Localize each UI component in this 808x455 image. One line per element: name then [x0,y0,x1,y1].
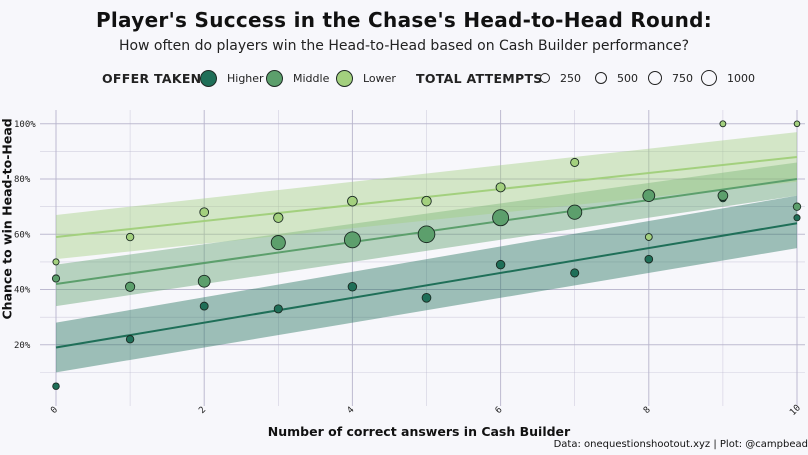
y-tick-label: 20% [14,341,31,351]
middle-point [270,235,286,251]
chart-subtitle: How often do players win the Head-to-Hea… [118,38,690,54]
legend-label-lower: Lower [363,71,396,85]
higher-point [421,292,432,303]
middle-point [51,274,61,283]
chart-title: Player's Success in the Chase's Head-to-… [95,8,713,32]
middle-swatch [266,69,283,87]
y-tick-label: 100% [14,120,36,130]
legend-item-lower: Lower [336,66,396,90]
lower-point [495,182,506,193]
size-legend-500: 500 [595,66,638,90]
lower-point [125,232,135,242]
lower-point [52,258,60,266]
size-label-500: 500 [617,71,638,85]
size-label-750: 750 [672,71,693,85]
x-tick-label: 4 [346,405,357,416]
lower-swatch [336,69,353,87]
size-circle-1000 [701,70,717,86]
higher-point [644,254,654,264]
size-circle-750 [648,71,662,85]
y-tick-label: 80% [14,175,31,185]
size-label-250: 250 [560,71,581,85]
y-axis-label: Chance to win Head-to-Head [0,118,15,320]
middle-point [567,204,583,220]
size-circle-250 [540,73,550,83]
x-tick-label: 6 [494,405,505,416]
higher-point [347,282,358,292]
higher-point [273,304,283,314]
legend-item-middle: Middle [266,66,329,90]
middle-point [343,231,361,249]
lower-confidence-band [56,132,797,260]
lower-point [199,207,210,218]
lower-point [570,157,580,168]
middle-point [197,274,211,288]
lower-point [719,120,727,128]
lower-point [421,195,432,207]
legend-label-middle: Middle [293,71,330,85]
higher-trend-line [55,222,798,349]
middle-point [417,225,436,244]
lower-point [793,120,801,128]
higher-point [125,335,135,344]
middle-point [792,202,802,211]
legend-item-higher: Higher [200,66,264,90]
middle-point [642,189,656,202]
size-circle-500 [595,72,607,84]
x-axis-label: Number of correct answers in Cash Builde… [267,424,571,439]
x-tick-label: 2 [197,405,208,416]
middle-point [125,281,136,292]
size-legend-750: 750 [648,66,693,90]
x-tick-label: 0 [49,405,60,416]
higher-point [199,301,209,311]
lower-point [347,195,358,207]
legend-label-higher: Higher [227,71,264,85]
higher-swatch [200,69,217,87]
size-legend-title: TOTAL ATTEMPTS [416,70,543,86]
higher-point [793,214,801,222]
higher-point [495,259,506,270]
middle-point [492,209,510,227]
x-tick-label: 8 [642,405,653,416]
higher-point [570,268,580,278]
size-legend-1000: 1000 [701,66,755,90]
source-caption: Data: onequestionshootout.xyz | Plot: @c… [553,439,808,450]
y-tick-label: 60% [14,230,31,240]
size-label-1000: 1000 [727,71,755,85]
y-tick-label: 40% [14,286,31,296]
higher-confidence-band [56,195,797,373]
x-tick-label: 10 [788,403,803,418]
higher-point [52,382,60,390]
lower-point [644,233,653,241]
middle-point [717,190,729,201]
legend: OFFER TAKEN Higher Middle Lower TOTAL AT… [0,66,808,90]
offer-legend-title: OFFER TAKEN [102,70,202,86]
lower-point [273,212,284,223]
size-legend-250: 250 [540,66,581,90]
